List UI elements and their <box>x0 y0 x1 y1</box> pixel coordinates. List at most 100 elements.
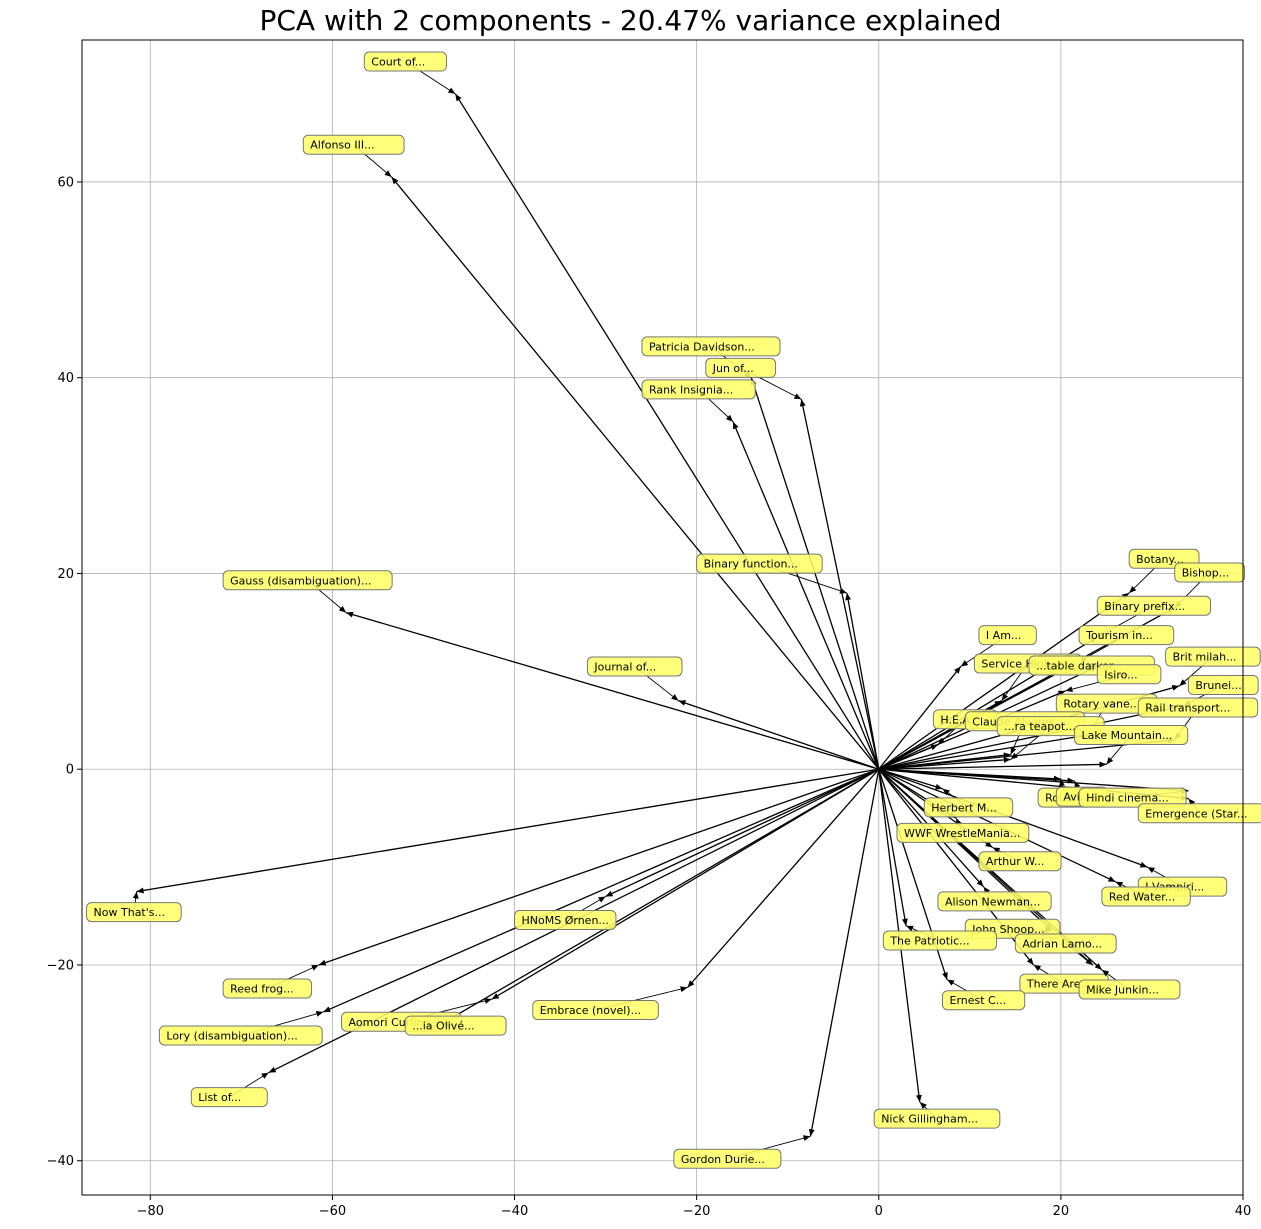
point-label: Hindi cinema... <box>1078 787 1189 808</box>
point-label: WWF WrestleMania... <box>896 817 1030 843</box>
grid-lines <box>82 40 1244 1195</box>
x-tick-label: −60 <box>319 1204 346 1219</box>
point-label-text: Botany... <box>1136 553 1184 566</box>
point-label-text: List of... <box>198 1091 241 1104</box>
point-label-box <box>222 570 393 591</box>
pca-vector-arrow <box>878 592 1130 770</box>
point-label-box <box>302 134 405 155</box>
x-tick-label: −20 <box>683 1204 710 1219</box>
point-label: ...ra teapot... <box>996 716 1105 760</box>
point-label-box <box>363 51 447 72</box>
point-label: I Am... <box>960 625 1037 667</box>
point-label-text: Rank Insignia... <box>649 383 733 396</box>
pca-vector-arrow <box>345 611 879 770</box>
point-label: Arthur W... <box>978 847 1062 872</box>
point-label-box <box>1096 664 1162 685</box>
point-label: The Patriotic... <box>882 925 998 951</box>
x-tick-label: −80 <box>137 1204 164 1219</box>
point-label: Embrace (novel)... <box>532 986 688 1021</box>
pca-vector-arrow <box>878 761 1107 770</box>
x-tick-label: 20 <box>1053 1204 1070 1219</box>
point-label: Herbert M... <box>923 788 1014 818</box>
pca-vector-arrow <box>878 768 1148 868</box>
point-label-text: Nick Gillingham... <box>881 1113 978 1126</box>
point-label-box <box>1137 803 1261 824</box>
point-label-text: Hindi cinema... <box>1086 792 1169 805</box>
point-label: ...ia Olivé... <box>404 1015 507 1036</box>
point-label-text: Arthur W... <box>986 855 1044 868</box>
point-label-text: Rotary vane... <box>1063 698 1140 711</box>
point-label-text: Gordon Durie... <box>681 1153 765 1166</box>
point-label-box <box>873 1108 1001 1129</box>
point-label-box <box>1101 886 1191 907</box>
pca-vector-arrow <box>391 176 880 770</box>
point-label-text: Alfonso III... <box>310 139 374 152</box>
point-label-text: Alison Newman... <box>945 895 1040 908</box>
point-label-text: Adrian Lamo... <box>1022 937 1102 950</box>
point-label-text: HNoMS Ørnen... <box>522 914 609 927</box>
pca-vector-arrow <box>687 768 880 988</box>
point-label-box <box>1014 933 1117 954</box>
point-label-text: I Am... <box>986 629 1021 642</box>
point-label-text: Emergence (Star... <box>1145 807 1247 820</box>
pca-vector-arrow <box>678 700 879 770</box>
point-label-text: Red Water... <box>1109 890 1175 903</box>
point-label: Gordon Durie... <box>673 1135 811 1169</box>
pca-vector-arrow <box>605 768 880 898</box>
point-label: Lake Mountain... <box>1074 724 1189 765</box>
point-label-text: Jun of... <box>712 362 754 375</box>
point-label-text: Lake Mountain... <box>1082 729 1173 742</box>
point-label: Patricia Davidson... <box>641 336 781 379</box>
pca-vector-arrow <box>318 768 879 966</box>
point-label-box <box>514 909 617 930</box>
point-label: Mike Junkin... <box>1078 969 1181 1000</box>
point-label: Red Water... <box>1101 881 1191 907</box>
pca-vector-arrow <box>441 768 880 1025</box>
point-label: Tourism in... <box>1078 625 1175 662</box>
point-label-text: The Patriotic... <box>889 935 969 948</box>
pca-vector-arrow <box>878 756 1011 770</box>
point-label-box <box>696 553 823 574</box>
y-tick-label: −40 <box>47 1154 74 1169</box>
point-label: Isiro... <box>1065 664 1162 693</box>
point-label-box <box>1078 979 1181 1000</box>
point-label: Brunei... <box>1183 675 1259 706</box>
pca-vector-arrow <box>808 769 880 1137</box>
point-label-text: Gauss (disambiguation)... <box>230 574 371 587</box>
point-label-box <box>641 379 756 400</box>
point-label-box <box>1187 675 1259 696</box>
point-label-box <box>404 1015 507 1036</box>
pca-labels: Court of... Alfonso III... Patricia Davids… <box>86 51 1261 1169</box>
x-tick-label: 0 <box>875 1204 883 1219</box>
point-label: Bishop... <box>1174 562 1246 609</box>
point-label: Rail transport... <box>1137 697 1259 741</box>
x-tick-label: −40 <box>501 1204 528 1219</box>
point-label-box <box>1174 562 1246 583</box>
point-label-box <box>532 1000 659 1021</box>
point-label-text: Tourism in... <box>1085 629 1153 642</box>
pca-vector-arrow <box>878 752 1011 770</box>
point-label-box <box>1078 787 1187 808</box>
pca-vector-arrow <box>878 733 1089 770</box>
point-label-box <box>1078 625 1175 646</box>
point-label-text: Now That's... <box>94 906 165 919</box>
point-label-box <box>937 891 1052 912</box>
point-label: Alison Newman... <box>937 886 1052 912</box>
point-label: HNoMS Ørnen... <box>514 896 617 930</box>
point-label-text: Binary function... <box>704 558 798 571</box>
point-label-box <box>190 1087 268 1108</box>
point-label-text: WWF WrestleMania... <box>904 827 1020 840</box>
point-label-box <box>896 822 1030 843</box>
point-label-box <box>222 978 313 999</box>
pca-vector-arrow <box>878 744 939 770</box>
point-label: List of... <box>190 1072 269 1108</box>
point-label-box <box>1165 646 1261 667</box>
point-label: Emergence (Star... <box>1137 798 1261 824</box>
point-label: Journal of... <box>586 656 683 702</box>
point-label-box <box>1137 697 1259 718</box>
pca-vector-arrow <box>878 704 1184 770</box>
point-label-text: Patricia Davidson... <box>649 340 755 353</box>
point-label: Gauss (disambiguation)... <box>222 570 393 613</box>
point-label-text: There Are... <box>1026 978 1091 991</box>
point-label-text: Brunei... <box>1195 679 1241 692</box>
